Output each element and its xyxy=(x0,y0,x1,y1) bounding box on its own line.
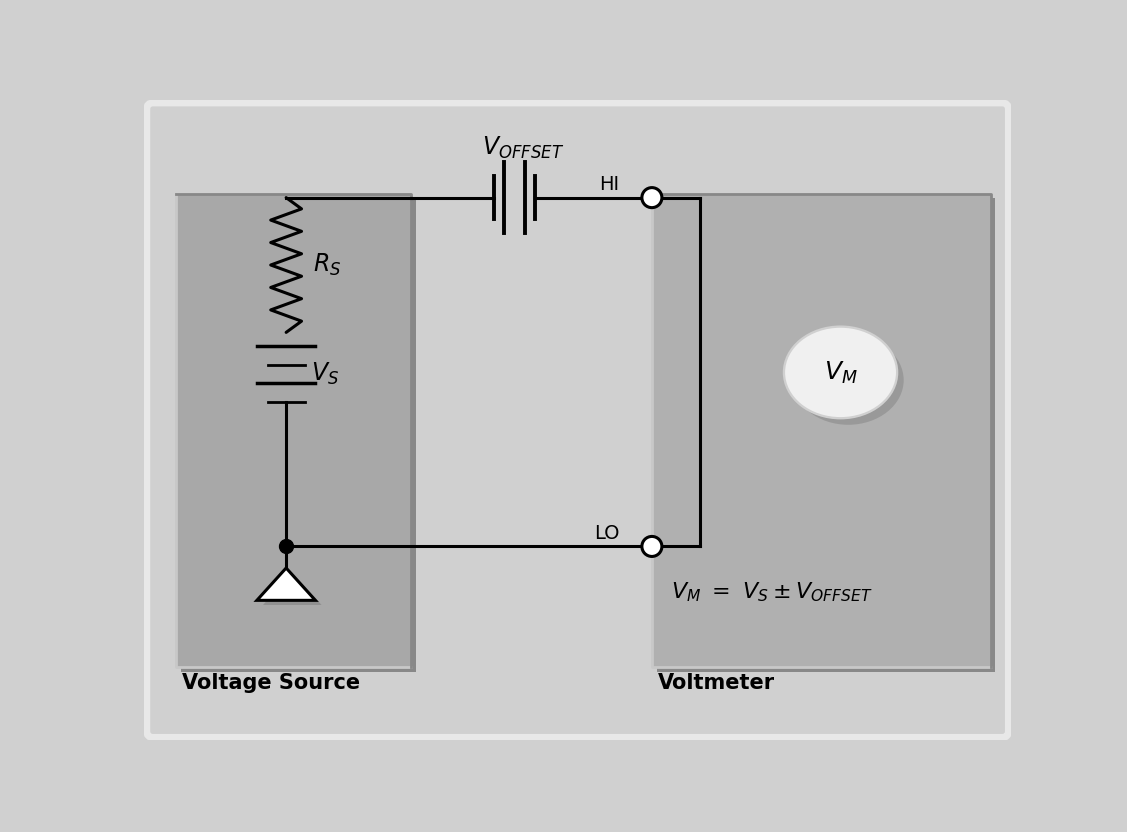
Circle shape xyxy=(642,188,662,208)
Ellipse shape xyxy=(792,335,904,425)
Text: $V_M\ =\ V_S \pm V_{OFFSET}$: $V_M\ =\ V_S \pm V_{OFFSET}$ xyxy=(672,580,872,604)
Circle shape xyxy=(642,537,662,557)
Bar xyxy=(176,194,411,667)
Ellipse shape xyxy=(786,328,896,417)
Text: Voltmeter: Voltmeter xyxy=(658,673,775,693)
Text: Voltage Source: Voltage Source xyxy=(183,673,361,693)
Bar xyxy=(657,198,995,672)
Text: $V_S$: $V_S$ xyxy=(311,361,339,387)
Polygon shape xyxy=(257,568,316,601)
Text: HI: HI xyxy=(600,175,620,194)
Text: LO: LO xyxy=(594,523,620,542)
Bar xyxy=(651,194,991,667)
Text: $R_S$: $R_S$ xyxy=(313,252,341,278)
Text: $V_{OFFSET}$: $V_{OFFSET}$ xyxy=(482,136,565,161)
Polygon shape xyxy=(263,572,321,605)
Bar xyxy=(180,198,416,672)
Ellipse shape xyxy=(783,325,898,419)
Text: $V_M$: $V_M$ xyxy=(824,359,858,385)
FancyBboxPatch shape xyxy=(147,103,1009,737)
